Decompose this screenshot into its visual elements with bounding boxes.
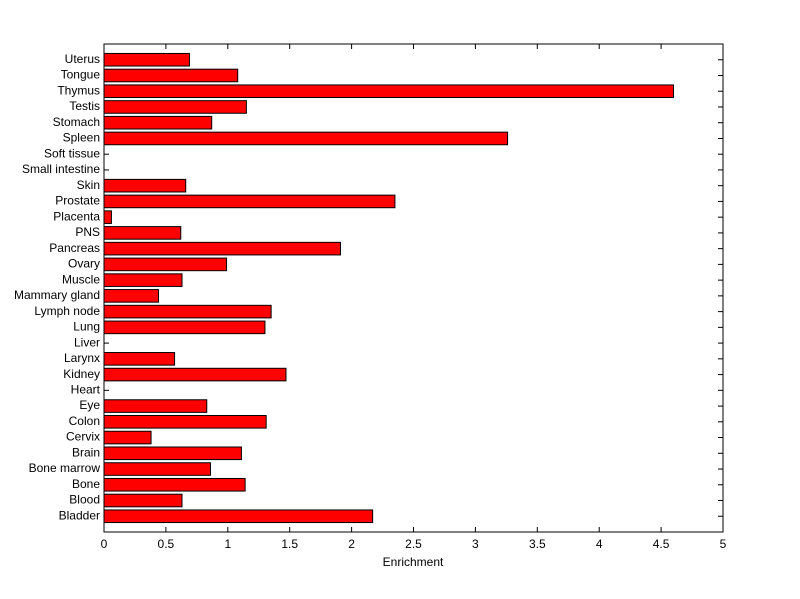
bar — [103, 131, 509, 146]
y-tick-label: PNS — [75, 225, 100, 239]
bar — [103, 273, 183, 287]
bar — [103, 352, 176, 366]
y-tick-label: Lymph node — [34, 304, 100, 318]
x-tick-label: 4.5 — [653, 537, 670, 551]
bar — [103, 462, 211, 476]
y-tick-label: Mammary gland — [14, 288, 100, 302]
bar — [103, 477, 246, 492]
y-tick-label: Cervix — [66, 430, 100, 444]
y-tick-label: Tongue — [61, 68, 101, 82]
y-tick-label: Ovary — [68, 257, 100, 271]
bar — [103, 115, 213, 130]
x-tick-label: 4 — [596, 537, 603, 551]
y-tick-label: Testis — [69, 99, 100, 113]
y-tick-label: Larynx — [64, 351, 100, 365]
bar — [103, 84, 674, 99]
y-tick-label: Pancreas — [49, 241, 100, 255]
y-tick-label: Stomach — [53, 115, 100, 129]
y-tick-label: Skin — [77, 178, 100, 192]
y-tick-label: Eye — [79, 398, 100, 412]
y-tick-label: Bladder — [59, 508, 100, 522]
y-tick-label: Colon — [69, 414, 100, 428]
y-tick-label: Placenta — [53, 209, 100, 223]
bar — [103, 399, 208, 413]
bar — [103, 304, 272, 319]
x-tick-label: 0.5 — [158, 537, 175, 551]
y-tick-label: Small intestine — [22, 162, 100, 176]
x-tick-label: 2 — [348, 537, 355, 551]
y-tick-label: Uterus — [65, 52, 100, 66]
bar — [103, 210, 112, 224]
bar — [103, 178, 187, 193]
y-tick-label: Bone marrow — [29, 461, 101, 475]
bar — [103, 509, 374, 524]
bar — [103, 320, 266, 335]
y-tick-label: Heart — [71, 382, 101, 396]
x-axis-label: Enrichment — [383, 555, 444, 569]
bar — [103, 493, 183, 508]
y-tick-label: Spleen — [63, 131, 100, 145]
bar — [103, 241, 341, 256]
y-tick-label: Blood — [69, 493, 100, 507]
x-tick-label: 3.5 — [529, 537, 546, 551]
y-tick-label: Muscle — [62, 272, 100, 286]
bar — [103, 52, 190, 67]
x-tick-label: 1.5 — [281, 537, 298, 551]
y-tick-label: Soft tissue — [44, 146, 100, 160]
x-tick-label: 0 — [101, 537, 108, 551]
x-tick-label: 1 — [224, 537, 231, 551]
y-tick-label: Kidney — [63, 367, 100, 381]
x-tick-label: 3 — [472, 537, 479, 551]
bar — [103, 430, 152, 445]
bar — [103, 415, 267, 429]
y-tick-label: Lung — [73, 320, 100, 334]
x-tick-label: 2.5 — [405, 537, 422, 551]
bar — [103, 226, 182, 240]
y-tick-label: Bone — [72, 477, 100, 491]
bar — [103, 446, 242, 461]
bar — [103, 367, 287, 382]
axes-box — [103, 43, 724, 533]
bar — [103, 194, 396, 209]
bar — [103, 68, 239, 83]
y-tick-label: Prostate — [55, 194, 100, 208]
y-tick-label: Thymus — [57, 83, 100, 97]
y-tick-label: Liver — [74, 335, 100, 349]
bar — [103, 100, 247, 114]
bar — [103, 257, 228, 272]
bar — [103, 289, 159, 303]
x-tick-label: 5 — [720, 537, 727, 551]
y-tick-label: Brain — [72, 445, 100, 459]
